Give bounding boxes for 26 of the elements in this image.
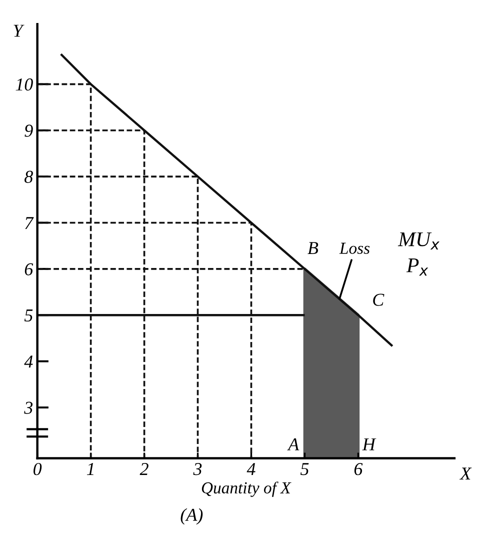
text: Y <box>14 24 24 37</box>
y-tick-label: 8 <box>24 170 33 183</box>
x-axis-title: Quantity of X <box>202 482 292 497</box>
annotation: H <box>362 438 376 450</box>
text: X <box>460 468 472 480</box>
x-tick-label: 6 <box>354 463 363 476</box>
annotation: Loss <box>339 242 370 254</box>
x-tick-label: 1 <box>86 463 94 475</box>
x-tick-label: 4 <box>246 463 256 475</box>
annotation: B <box>308 242 318 254</box>
annotation: MU$_{x}$ <box>398 232 440 250</box>
y-tick-label: 7 <box>25 217 34 229</box>
y-tick-label: 10 <box>16 78 33 91</box>
annotation: A <box>287 438 300 450</box>
text: (A) <box>180 508 203 525</box>
x-tick-label: 0 <box>34 462 42 476</box>
x-tick-label: 3 <box>193 463 202 476</box>
y-tick-label: 6 <box>24 263 34 276</box>
y-tick-label: 4 <box>24 356 33 368</box>
y-tick-label: 3 <box>24 402 33 414</box>
y-tick-label: 5 <box>24 310 33 322</box>
x-tick-label: 5 <box>300 463 309 476</box>
y-tick-label: 9 <box>24 124 33 137</box>
x-tick-label: 2 <box>140 463 148 475</box>
annotation: P$_{x}$ <box>406 258 428 276</box>
annotation: C <box>373 294 384 306</box>
